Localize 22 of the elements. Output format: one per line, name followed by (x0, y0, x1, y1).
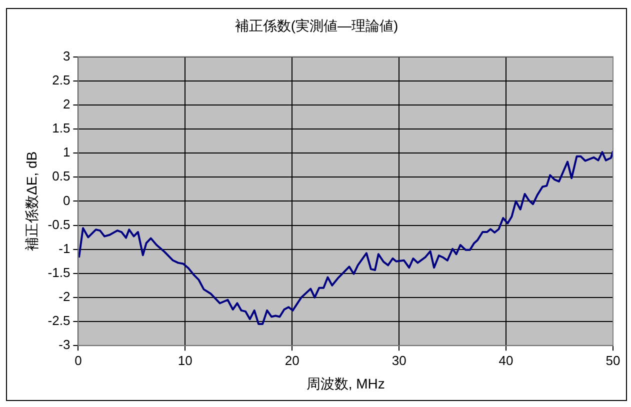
y-tick-label: 2.5 (52, 72, 70, 88)
y-tick-label: -1 (58, 240, 70, 256)
y-tick-label: 2 (62, 96, 70, 112)
x-tick-label: 10 (178, 352, 192, 368)
y-tick-label: 1.5 (52, 120, 70, 136)
x-tick-label: 20 (284, 352, 300, 368)
y-tick-label: -2 (58, 289, 70, 304)
y-tick-label: -0.5 (48, 216, 70, 232)
y-tick-label: 1 (62, 144, 70, 160)
y-tick-label: -3 (58, 337, 70, 352)
y-axis-title: 補正係数ΔE, dB (23, 151, 40, 251)
y-tick-label: -2.5 (48, 313, 70, 328)
chart-title: 補正係数(実測値—理論値) (234, 17, 398, 34)
x-tick-label: 0 (74, 352, 82, 368)
x-axis-title: 周波数, MHz (306, 375, 385, 392)
x-tick-label: 30 (392, 352, 406, 368)
y-tick-label: 0.5 (52, 168, 70, 184)
x-tick-label: 50 (606, 352, 620, 368)
y-tick-label: 0 (62, 192, 70, 208)
x-tick-label: 40 (498, 352, 514, 368)
y-tick-label: 3 (62, 48, 70, 64)
y-tick-label: -1.5 (48, 264, 70, 280)
